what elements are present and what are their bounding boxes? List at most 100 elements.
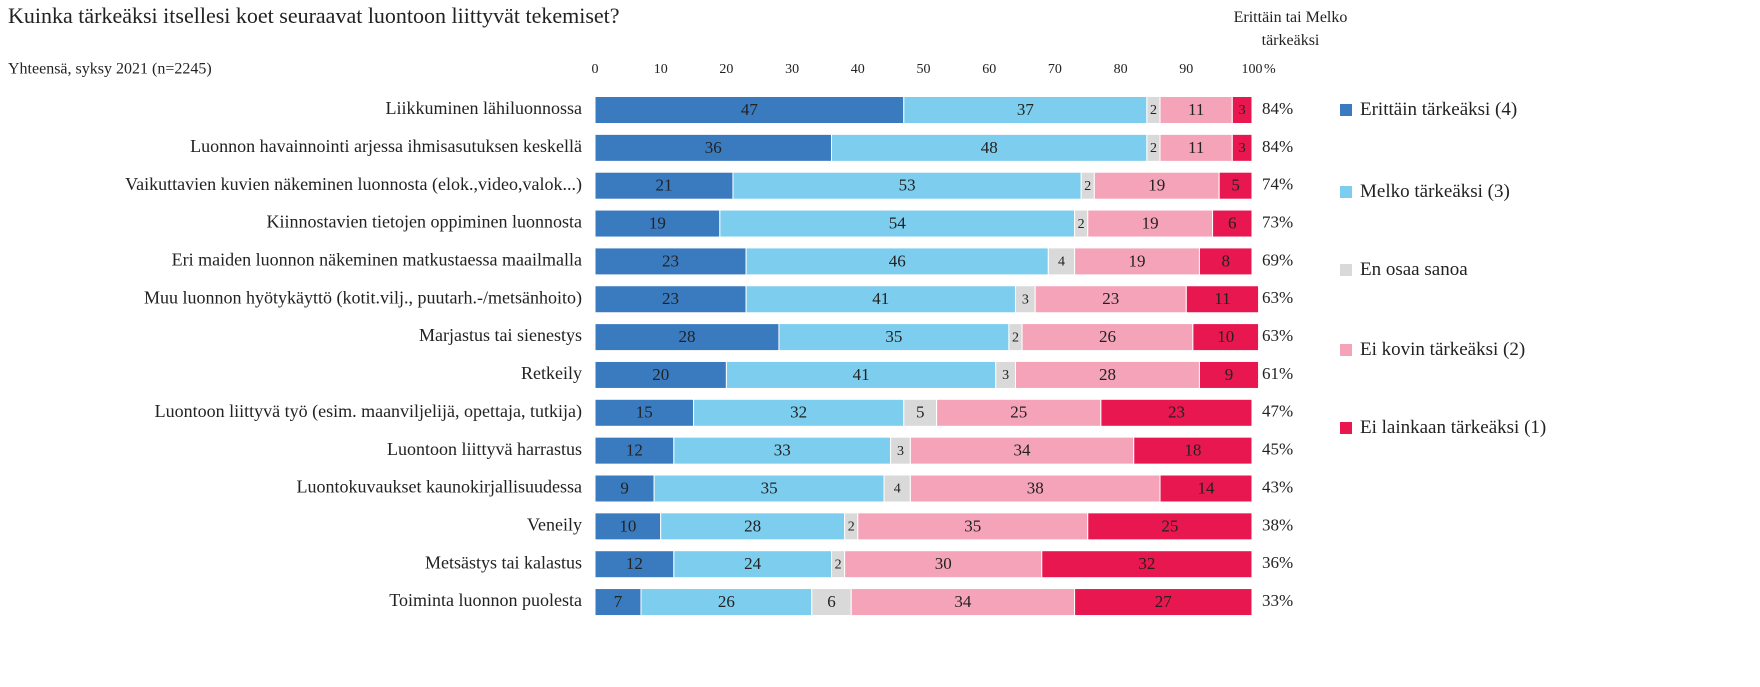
bar-segment (1212, 209, 1253, 238)
total-label: 61% (1262, 364, 1293, 383)
x-tick-label: 80 (1114, 62, 1128, 77)
bar-segment (1041, 550, 1253, 579)
data-label: 11 (1188, 138, 1204, 157)
data-label: 2 (1150, 103, 1157, 118)
data-label: 30 (935, 554, 952, 573)
total-label: 73% (1262, 212, 1293, 231)
bar-segment (1100, 398, 1253, 427)
bar-segment (1198, 247, 1253, 276)
data-label: 11 (1188, 100, 1204, 119)
category-label: Luontokuvaukset kaunokirjallisuudessa (297, 477, 582, 497)
data-label: 34 (954, 592, 972, 611)
data-label: 26 (1099, 327, 1116, 346)
data-label: 27 (1155, 592, 1173, 611)
bar-segment (594, 285, 747, 314)
x-tick-label: 60 (982, 62, 996, 77)
data-label: 48 (981, 138, 998, 157)
bar-segment (1021, 323, 1194, 352)
data-label: 35 (964, 516, 981, 535)
data-label: 14 (1198, 478, 1216, 497)
legend-label: Ei lainkaan tärkeäksi (1) (1360, 417, 1547, 438)
x-tick-label: 50 (917, 62, 931, 77)
data-label: 54 (889, 213, 907, 232)
bar-segment (778, 323, 1010, 352)
data-label: 23 (1168, 403, 1185, 422)
totals-header: Erittäin tai Melko tärkeäksi (1233, 9, 1348, 49)
bar-segment (909, 436, 1135, 465)
x-tick-label: 20 (719, 62, 733, 77)
data-label: 6 (1228, 213, 1237, 232)
data-label: 5 (916, 403, 925, 422)
data-label: 53 (899, 176, 916, 195)
data-label: 2 (835, 557, 842, 572)
bar-segment (594, 512, 662, 541)
data-label: 6 (827, 592, 836, 611)
data-label: 19 (1148, 176, 1165, 195)
category-label: Muu luonnon hyötykäyttö (kotit.vilj., pu… (144, 287, 582, 308)
data-label: 8 (1221, 251, 1230, 270)
data-label: 37 (1017, 100, 1035, 119)
data-label: 24 (744, 554, 762, 573)
category-label: Kiinnostavien tietojen oppiminen luonnos… (267, 212, 582, 232)
bar-segment (745, 285, 1016, 314)
data-label: 3 (897, 444, 904, 459)
data-label: 2 (1012, 330, 1019, 345)
bar-segment (745, 247, 1049, 276)
data-label: 18 (1184, 441, 1201, 460)
x-axis-unit: % (1264, 62, 1276, 77)
data-label: 21 (655, 176, 672, 195)
total-label: 36% (1262, 553, 1293, 572)
total-label: 47% (1262, 402, 1293, 421)
data-label: 19 (1129, 251, 1146, 270)
data-label: 26 (718, 592, 735, 611)
category-label: Eri maiden luonnon näkeminen matkustaess… (172, 250, 582, 270)
bar-segment (1198, 360, 1260, 389)
data-label: 15 (636, 403, 653, 422)
bar-segment (1192, 323, 1260, 352)
bar-segment (640, 588, 813, 617)
bar-segment (732, 171, 1082, 200)
total-label: 69% (1262, 250, 1293, 269)
legend-swatch (1340, 344, 1352, 356)
bar-segment (1231, 96, 1253, 124)
data-label: 11 (1214, 289, 1230, 308)
legend-item: Ei kovin tärkeäksi (2) (1340, 338, 1575, 361)
chart-title: Kuinka tärkeäksi itsellesi koet seuraava… (8, 3, 620, 28)
data-label: 4 (894, 482, 901, 497)
data-label: 32 (790, 403, 807, 422)
data-label: 9 (620, 478, 629, 497)
data-label: 3 (1002, 368, 1009, 383)
data-label: 12 (626, 554, 643, 573)
data-label: 35 (761, 478, 778, 497)
bar-segment (1034, 285, 1187, 314)
data-label: 33 (774, 441, 791, 460)
category-label: Vaikuttavien kuvien näkeminen luonnosta … (125, 174, 582, 195)
total-label: 63% (1262, 288, 1293, 307)
total-label: 84% (1262, 99, 1293, 118)
category-label: Marjastus tai sienestys (419, 325, 582, 345)
data-label: 41 (853, 365, 870, 384)
data-label: 23 (662, 289, 679, 308)
bar-segment (693, 398, 905, 427)
bar-segment (903, 96, 1148, 124)
category-label: Toiminta luonnon puolesta (389, 590, 582, 610)
data-label: 3 (1239, 103, 1246, 118)
data-label: 3 (1022, 292, 1029, 307)
data-label: 47 (741, 100, 759, 119)
data-label: 38 (1027, 478, 1044, 497)
bar-segment (1159, 474, 1253, 503)
legend-label: Erittäin tärkeäksi (4) (1360, 99, 1518, 120)
total-label: 38% (1262, 515, 1293, 534)
x-tick-label: 10 (654, 62, 668, 77)
legend-swatch (1340, 264, 1352, 276)
x-tick-label: 0 (592, 62, 599, 77)
bar-segment (1159, 96, 1233, 124)
data-label: 9 (1225, 365, 1234, 384)
category-label: Veneily (527, 514, 582, 534)
x-tick-label: 30 (785, 62, 799, 77)
bar-segment (857, 512, 1089, 541)
data-label: 28 (678, 327, 695, 346)
bar-segment (1047, 247, 1076, 276)
legend-label: En osaa sanoa (1360, 259, 1468, 280)
